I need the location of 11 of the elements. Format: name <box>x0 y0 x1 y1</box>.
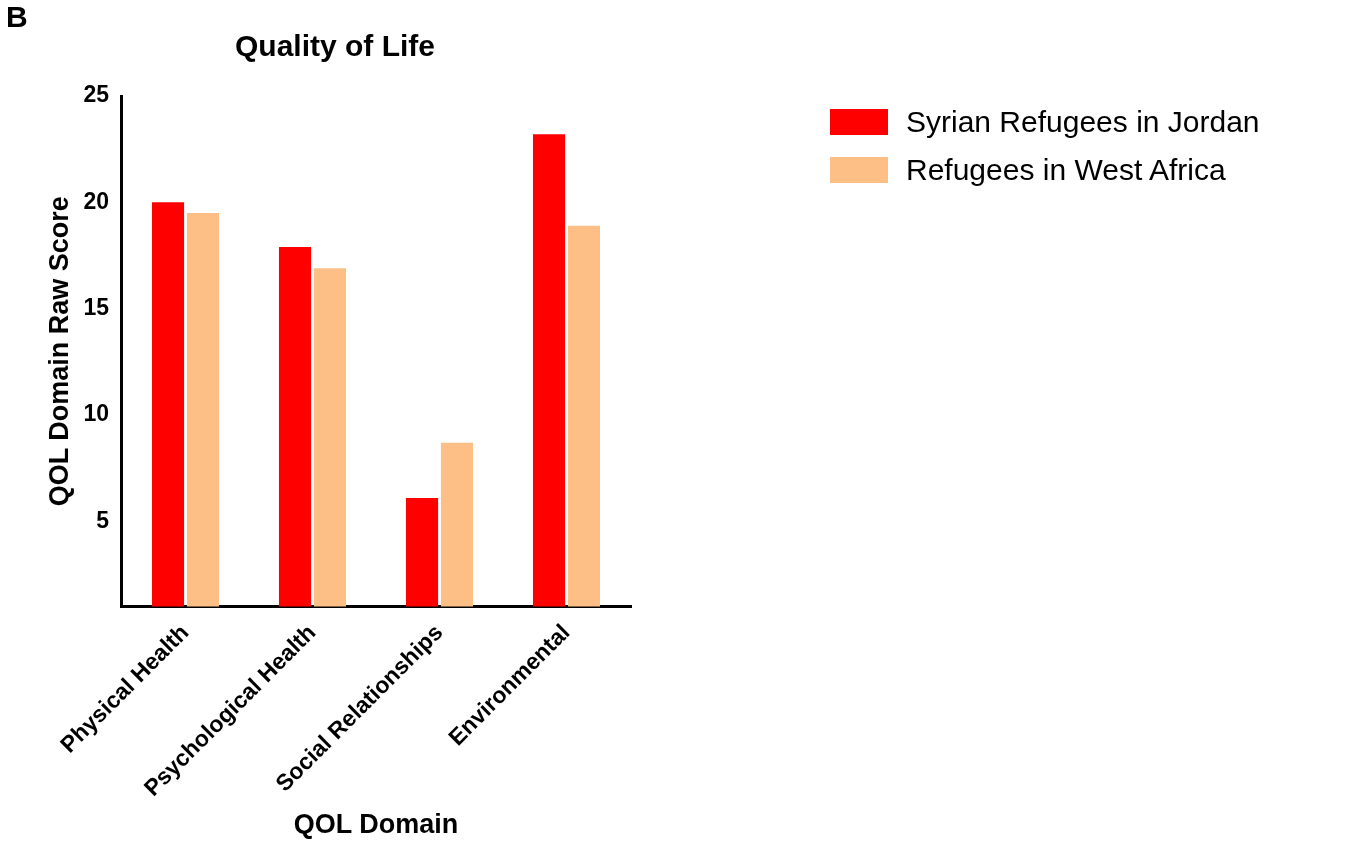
legend-label: Refugees in West Africa <box>906 153 1226 187</box>
text: B <box>6 0 28 34</box>
y-tick-label: 15 <box>83 294 110 321</box>
x-axis-title: QOL Domain <box>293 809 459 840</box>
chart-title: Quality of Life <box>234 29 436 63</box>
y-tick-label: 20 <box>83 187 109 214</box>
y-tick-label: 10 <box>83 400 109 427</box>
legend-label: Syrian Refugees in Jordan <box>906 105 1260 139</box>
y-tick-label: 5 <box>96 506 110 533</box>
y-axis-title: QOL Domain Raw Score <box>43 196 74 507</box>
y-tick-label: 25 <box>83 81 110 108</box>
